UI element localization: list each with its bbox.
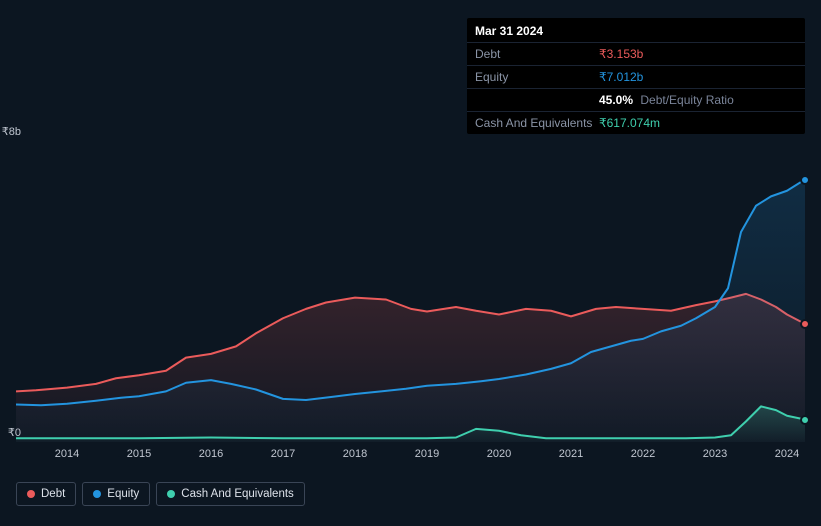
x-axis-tick: 2020 xyxy=(487,448,511,460)
chart-tooltip: Mar 31 2024 Debt ₹3.153b Equity ₹7.012b … xyxy=(467,18,805,134)
chart-plot-area[interactable] xyxy=(16,142,805,442)
tooltip-value: ₹7.012b xyxy=(599,70,643,84)
x-axis-tick: 2021 xyxy=(559,448,583,460)
legend-dot-icon xyxy=(167,490,175,498)
x-axis-tick: 2019 xyxy=(415,448,439,460)
tooltip-ratio-value: 45.0% xyxy=(599,93,633,107)
tooltip-row-equity: Equity ₹7.012b xyxy=(467,66,805,89)
x-axis-tick: 2018 xyxy=(343,448,367,460)
series-end-marker-debt xyxy=(800,319,810,329)
tooltip-date: Mar 31 2024 xyxy=(467,18,805,43)
x-axis-tick: 2017 xyxy=(271,448,295,460)
y-axis-label-max: ₹8b xyxy=(2,125,21,138)
x-axis: 2014 2015 2016 2017 2018 2019 2020 2021 2022 2023… xyxy=(16,448,805,464)
tooltip-label: Cash And Equivalents xyxy=(475,116,599,130)
legend-item-cash-and-equivalents[interactable]: Cash And Equivalents xyxy=(156,482,305,506)
legend-label: Cash And Equivalents xyxy=(181,488,294,500)
x-axis-tick: 2015 xyxy=(127,448,151,460)
legend-item-equity[interactable]: Equity xyxy=(82,482,150,506)
chart-legend: Debt Equity Cash And Equivalents xyxy=(16,482,305,506)
series-end-marker-cash xyxy=(800,415,810,425)
x-axis-tick: 2024 xyxy=(775,448,799,460)
legend-label: Equity xyxy=(107,488,139,500)
tooltip-value: ₹3.153b xyxy=(599,47,643,61)
x-axis-tick: 2014 xyxy=(55,448,79,460)
x-axis-tick: 2016 xyxy=(199,448,223,460)
series-end-marker-equity xyxy=(800,175,810,185)
legend-label: Debt xyxy=(41,488,65,500)
x-axis-tick: 2022 xyxy=(631,448,655,460)
tooltip-row-cash: Cash And Equivalents ₹617.074m xyxy=(467,112,805,134)
tooltip-label: Equity xyxy=(475,70,599,84)
legend-dot-icon xyxy=(27,490,35,498)
tooltip-ratio-label: Debt/Equity Ratio xyxy=(640,93,733,107)
legend-dot-icon xyxy=(93,490,101,498)
tooltip-row-ratio: 45.0% Debt/Equity Ratio xyxy=(467,89,805,112)
area-chart-svg xyxy=(16,142,805,442)
legend-item-debt[interactable]: Debt xyxy=(16,482,76,506)
tooltip-value: ₹617.074m xyxy=(599,116,660,130)
x-axis-tick: 2023 xyxy=(703,448,727,460)
tooltip-label: Debt xyxy=(475,47,599,61)
tooltip-row-debt: Debt ₹3.153b xyxy=(467,43,805,66)
